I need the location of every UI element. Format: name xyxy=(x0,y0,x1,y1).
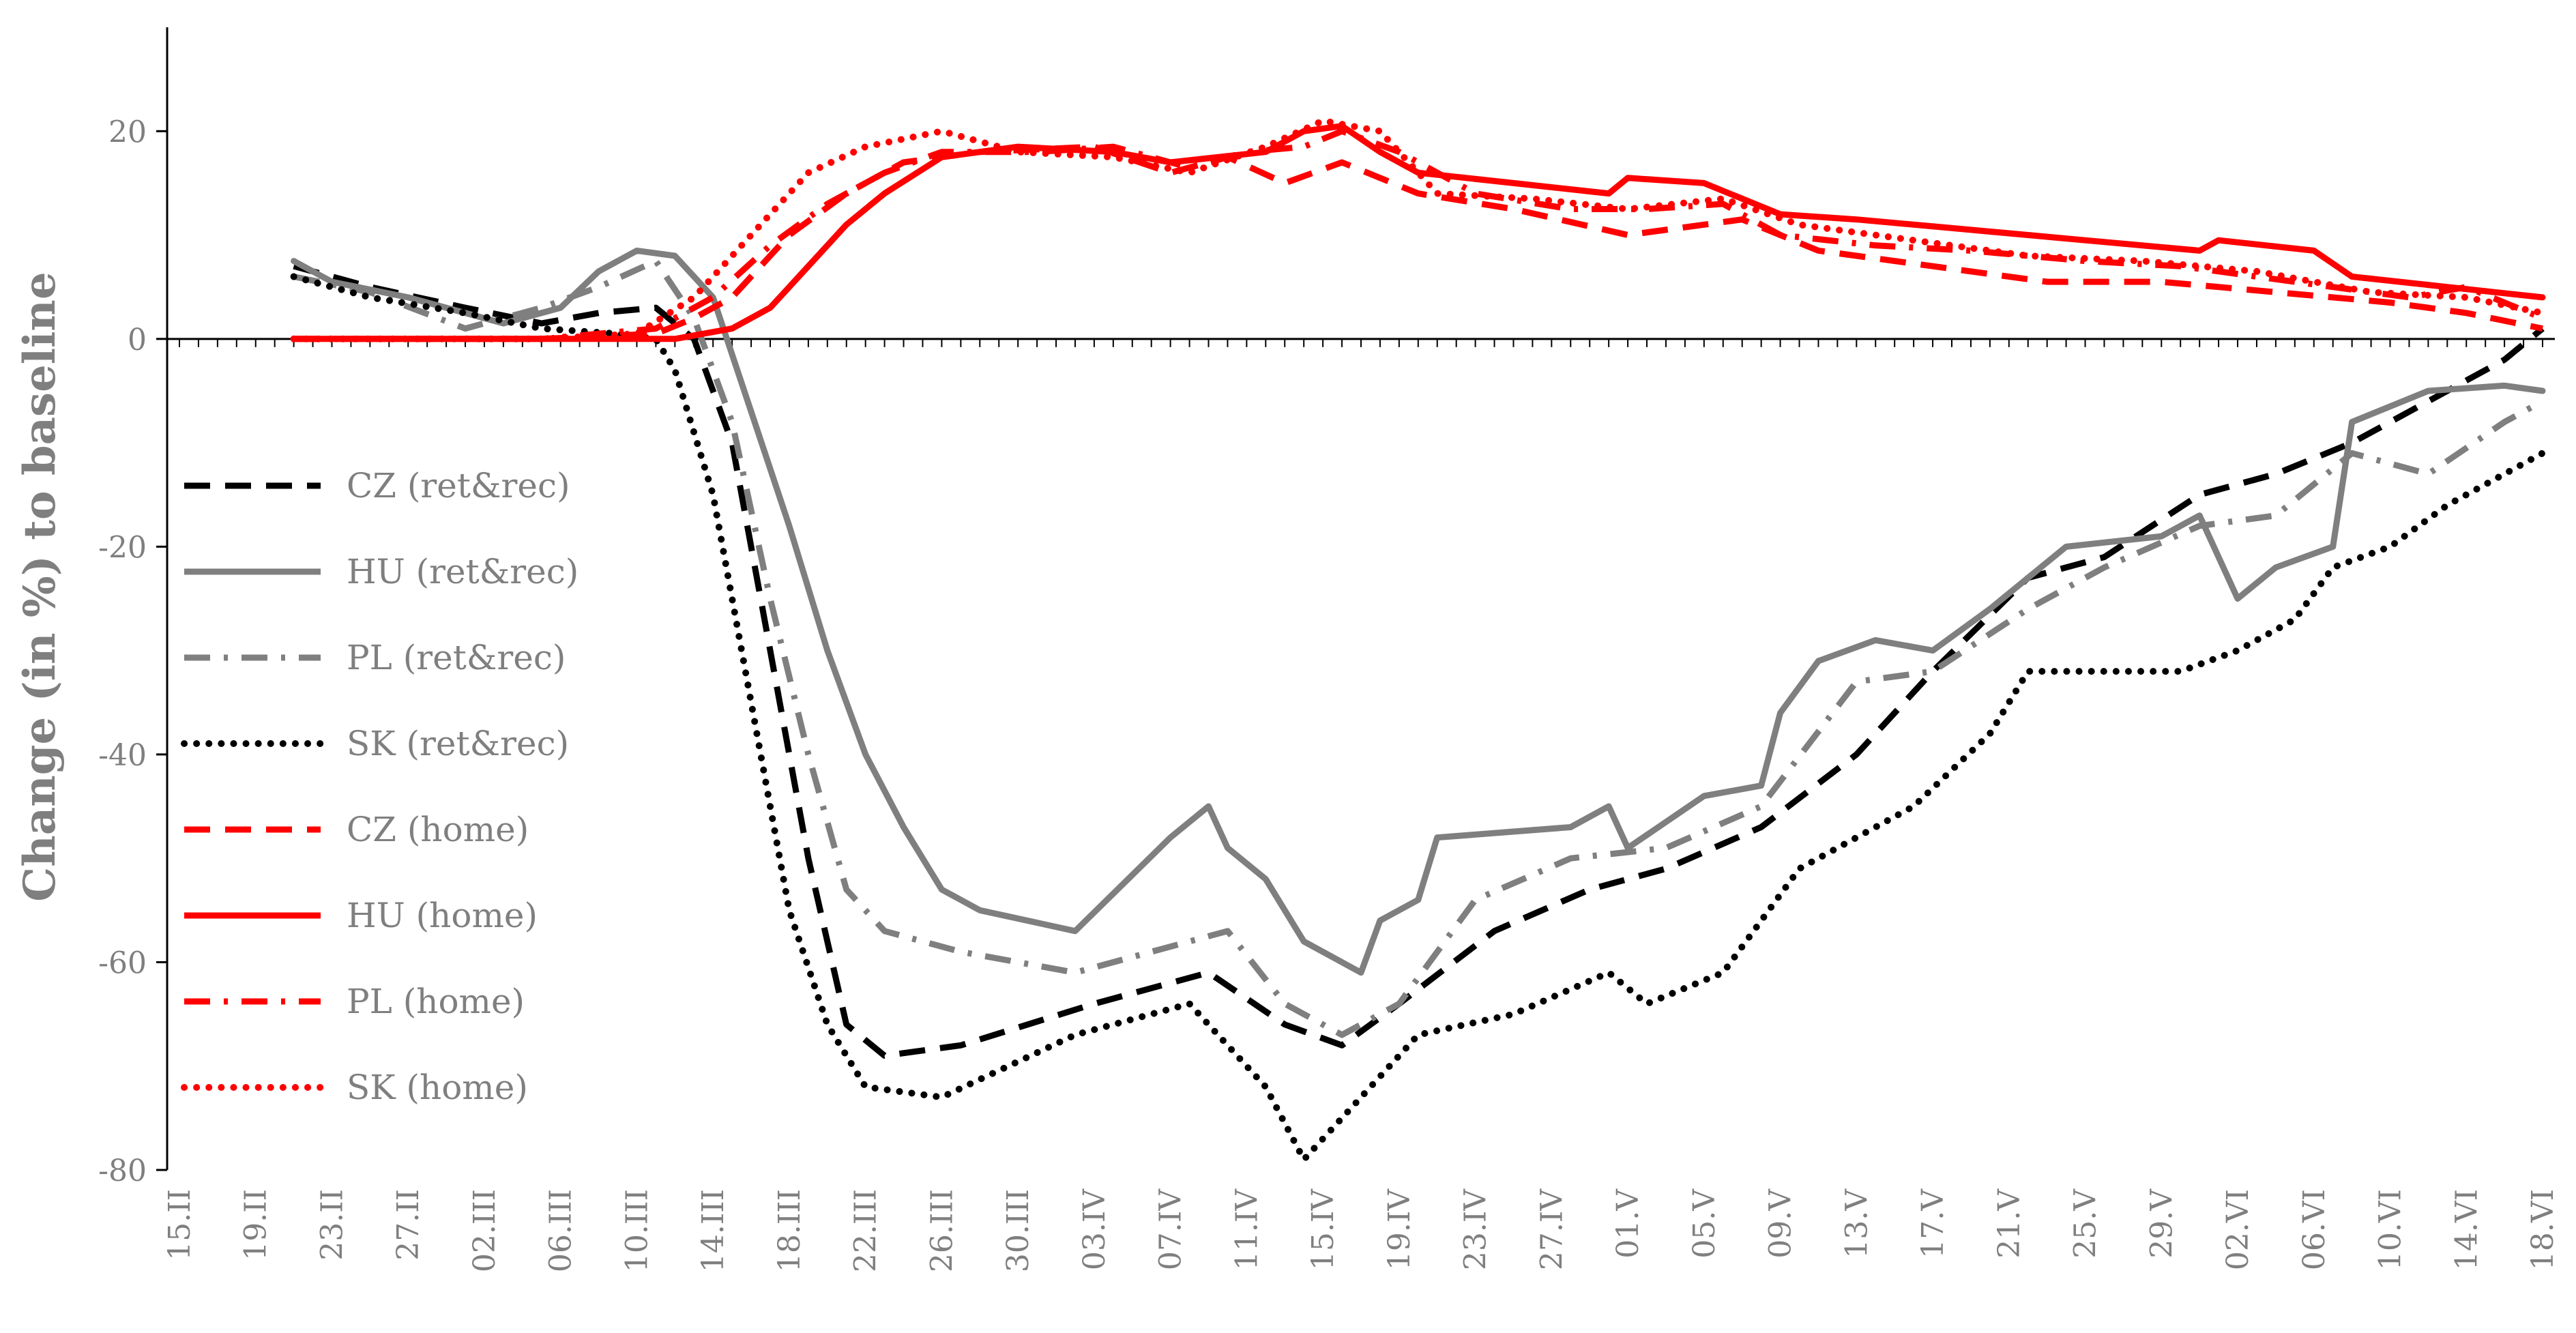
series-line-5 xyxy=(293,143,2543,342)
x-tick-label: 26.III xyxy=(924,1189,959,1272)
x-tick-label: 10.III xyxy=(619,1189,654,1272)
legend-label: CZ (ret&rec) xyxy=(347,466,570,506)
x-tick-label: 22.III xyxy=(849,1189,883,1272)
y-tick-label: -40 xyxy=(98,738,147,773)
x-tick-label: 25.V xyxy=(2068,1188,2103,1259)
x-tick-label: 09.V xyxy=(1763,1188,1798,1259)
x-tick-label: 10.VI xyxy=(2373,1189,2408,1270)
x-tick-label: 19.IV xyxy=(1382,1188,1417,1270)
x-tick-label: 13.V xyxy=(1839,1188,1874,1259)
x-tick-label: 11.IV xyxy=(1229,1188,1264,1270)
y-tick-label: 20 xyxy=(108,115,147,149)
x-tick-label: 14.VI xyxy=(2449,1189,2484,1270)
x-tick-label: 06.III xyxy=(544,1189,579,1272)
series-line-4 xyxy=(290,273,2546,1163)
x-tick-label: 02.VI xyxy=(2221,1189,2255,1270)
x-tick-label: 23.II xyxy=(314,1189,349,1261)
x-tick-label: 07.IV xyxy=(1154,1188,1188,1270)
legend-label: SK (ret&rec) xyxy=(347,724,569,763)
x-tick-label: 30.III xyxy=(1001,1189,1036,1272)
legend-label: PL (ret&rec) xyxy=(347,638,566,677)
series-line-1 xyxy=(293,263,2545,1059)
y-tick-label: -60 xyxy=(98,946,147,980)
x-tick-label: 01.V xyxy=(1611,1188,1645,1259)
legend-label: SK (home) xyxy=(347,1068,528,1107)
x-tick-label: 29.V xyxy=(2144,1188,2179,1259)
x-tick-label: 15.IV xyxy=(1306,1188,1341,1270)
x-tick-label: 03.IV xyxy=(1077,1188,1112,1270)
legend-label: HU (home) xyxy=(347,896,538,935)
y-tick-label: -80 xyxy=(98,1154,147,1188)
x-tick-label: 27.II xyxy=(391,1189,426,1261)
series-line-3 xyxy=(293,258,2545,1038)
series-line-2 xyxy=(291,247,2546,976)
x-tick-label: 15.II xyxy=(162,1189,197,1261)
x-tick-label: 14.III xyxy=(696,1189,731,1272)
x-tick-label: 18.III xyxy=(772,1189,807,1272)
x-tick-label: 18.VI xyxy=(2526,1189,2560,1270)
x-tick-label: 05.V xyxy=(1687,1188,1722,1259)
x-tick-label: 02.III xyxy=(467,1189,502,1272)
y-axis: 20 0 -20 -40 -60 -80 xyxy=(98,27,169,1188)
y-tick-label: 0 xyxy=(128,323,147,357)
x-axis: 15.II 19.II 23.II 27.II 02.III 06.III 10.III 14… xyxy=(162,338,2560,1272)
series-line-6 xyxy=(291,123,2546,342)
x-tick-label: 19.II xyxy=(239,1189,274,1261)
legend-label: HU (ret&rec) xyxy=(347,552,579,591)
series-line-8 xyxy=(290,117,2546,342)
series-line-7 xyxy=(293,128,2544,342)
series-lines xyxy=(290,117,2546,1163)
x-tick-label: 21.V xyxy=(1992,1188,2027,1259)
legend: CZ (ret&rec) HU (ret&rec) PL (ret&rec) SK (… xyxy=(181,466,579,1107)
x-tick-label: 23.IV xyxy=(1459,1188,1493,1270)
x-tick-label: 17.V xyxy=(1916,1188,1950,1259)
y-axis-label: Change (in %) to baseline xyxy=(14,272,65,901)
legend-label: PL (home) xyxy=(347,982,525,1021)
x-tick-label: 06.VI xyxy=(2297,1189,2332,1270)
legend-label: CZ (home) xyxy=(347,810,529,849)
y-tick-label: -20 xyxy=(98,530,147,565)
x-tick-label: 27.IV xyxy=(1534,1188,1569,1270)
